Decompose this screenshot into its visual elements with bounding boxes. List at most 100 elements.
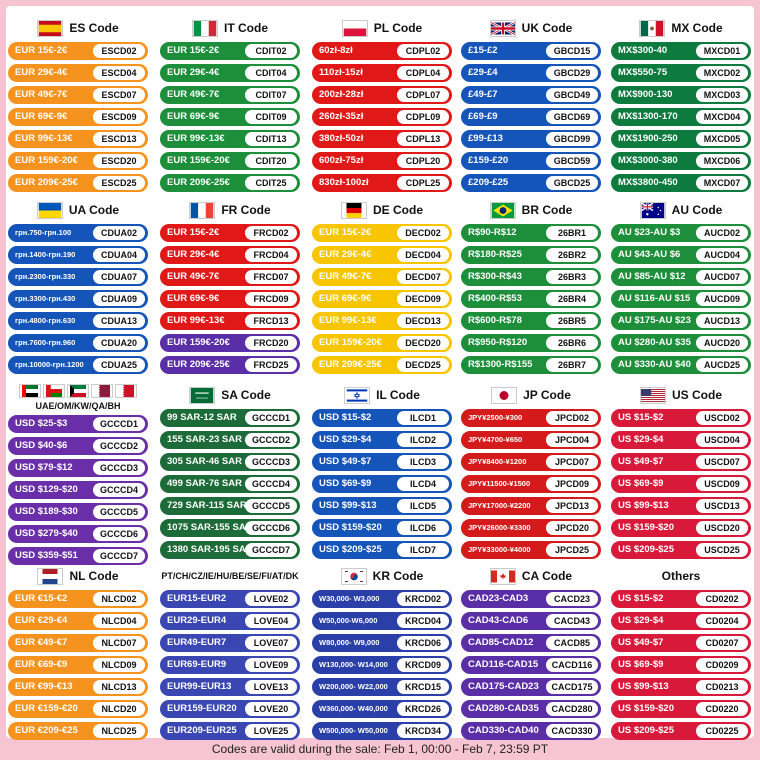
promo-code[interactable]: ESCD20 — [93, 154, 145, 168]
promo-code[interactable]: ILCD7 — [397, 543, 449, 557]
promo-code[interactable]: GBCD15 — [546, 44, 598, 58]
promo-code[interactable]: FRCD07 — [245, 270, 297, 284]
promo-code[interactable]: JPCD07 — [546, 455, 598, 469]
promo-code[interactable]: GBCD25 — [546, 176, 598, 190]
promo-code[interactable]: AUCD20 — [696, 336, 748, 350]
promo-code[interactable]: CDUA13 — [93, 314, 145, 328]
promo-code[interactable]: ILCD5 — [397, 499, 449, 513]
promo-code[interactable]: ESCD09 — [93, 110, 145, 124]
promo-code[interactable]: GCCCD1 — [93, 417, 145, 431]
promo-code[interactable]: CD0209 — [696, 658, 748, 672]
promo-code[interactable]: MXCD07 — [696, 176, 748, 190]
promo-code[interactable]: KRCD09 — [397, 658, 449, 672]
promo-code[interactable]: CD0213 — [696, 680, 748, 694]
promo-code[interactable]: GCCCD5 — [93, 505, 145, 519]
promo-code[interactable]: LOVE09 — [245, 658, 297, 672]
promo-code[interactable]: MXCD03 — [696, 88, 748, 102]
promo-code[interactable]: DECD20 — [397, 336, 449, 350]
promo-code[interactable]: KRCD15 — [397, 680, 449, 694]
promo-code[interactable]: CDPL13 — [397, 132, 449, 146]
promo-code[interactable]: CDPL20 — [397, 154, 449, 168]
promo-code[interactable]: CACD175 — [546, 680, 598, 694]
promo-code[interactable]: CDPL09 — [397, 110, 449, 124]
promo-code[interactable]: 26BR3 — [546, 270, 598, 284]
promo-code[interactable]: FRCD09 — [245, 292, 297, 306]
promo-code[interactable]: GBCD59 — [546, 154, 598, 168]
promo-code[interactable]: GCCCD6 — [93, 527, 145, 541]
promo-code[interactable]: GBCD99 — [546, 132, 598, 146]
promo-code[interactable]: CD0204 — [696, 614, 748, 628]
promo-code[interactable]: NLCD09 — [93, 658, 145, 672]
promo-code[interactable]: NLCD20 — [93, 702, 145, 716]
promo-code[interactable]: FRCD13 — [245, 314, 297, 328]
promo-code[interactable]: FRCD25 — [245, 358, 297, 372]
promo-code[interactable]: MXCD06 — [696, 154, 748, 168]
promo-code[interactable]: GCCCD7 — [93, 549, 145, 563]
promo-code[interactable]: ESCD02 — [93, 44, 145, 58]
promo-code[interactable]: 26BR5 — [546, 314, 598, 328]
promo-code[interactable]: CDPL04 — [397, 66, 449, 80]
promo-code[interactable]: GCCCD6 — [245, 521, 297, 535]
promo-code[interactable]: GCCCD4 — [245, 477, 297, 491]
promo-code[interactable]: USCD09 — [696, 477, 748, 491]
promo-code[interactable]: CACD330 — [546, 724, 598, 738]
promo-code[interactable]: 26BR4 — [546, 292, 598, 306]
promo-code[interactable]: GCCCD7 — [245, 543, 297, 557]
promo-code[interactable]: DECD02 — [397, 226, 449, 240]
promo-code[interactable]: CDIT20 — [245, 154, 297, 168]
promo-code[interactable]: DECD04 — [397, 248, 449, 262]
promo-code[interactable]: NLCD07 — [93, 636, 145, 650]
promo-code[interactable]: CACD85 — [546, 636, 598, 650]
promo-code[interactable]: CD0220 — [696, 702, 748, 716]
promo-code[interactable]: USCD20 — [696, 521, 748, 535]
promo-code[interactable]: ILCD1 — [397, 411, 449, 425]
promo-code[interactable]: ILCD3 — [397, 455, 449, 469]
promo-code[interactable]: NLCD25 — [93, 724, 145, 738]
promo-code[interactable]: LOVE20 — [245, 702, 297, 716]
promo-code[interactable]: NLCD13 — [93, 680, 145, 694]
promo-code[interactable]: 26BR1 — [546, 226, 598, 240]
promo-code[interactable]: USCD02 — [696, 411, 748, 425]
promo-code[interactable]: MXCD01 — [696, 44, 748, 58]
promo-code[interactable]: GCCCD2 — [245, 433, 297, 447]
promo-code[interactable]: CACD280 — [546, 702, 598, 716]
promo-code[interactable]: CACD23 — [546, 592, 598, 606]
promo-code[interactable]: AUCD13 — [696, 314, 748, 328]
promo-code[interactable]: GCCCD5 — [245, 499, 297, 513]
promo-code[interactable]: AUCD02 — [696, 226, 748, 240]
promo-code[interactable]: JPCD02 — [546, 411, 598, 425]
promo-code[interactable]: ILCD4 — [397, 477, 449, 491]
promo-code[interactable]: JPCD04 — [546, 433, 598, 447]
promo-code[interactable]: AUCD07 — [696, 270, 748, 284]
promo-code[interactable]: CDPL25 — [397, 176, 449, 190]
promo-code[interactable]: ILCD2 — [397, 433, 449, 447]
promo-code[interactable]: 26BR2 — [546, 248, 598, 262]
promo-code[interactable]: LOVE13 — [245, 680, 297, 694]
promo-code[interactable]: GCCCD2 — [93, 439, 145, 453]
promo-code[interactable]: MXCD02 — [696, 66, 748, 80]
promo-code[interactable]: ESCD07 — [93, 88, 145, 102]
promo-code[interactable]: KRCD26 — [397, 702, 449, 716]
promo-code[interactable]: CDIT02 — [245, 44, 297, 58]
promo-code[interactable]: CDIT13 — [245, 132, 297, 146]
promo-code[interactable]: USCD25 — [696, 543, 748, 557]
promo-code[interactable]: AUCD25 — [696, 358, 748, 372]
promo-code[interactable]: KRCD34 — [397, 724, 449, 738]
promo-code[interactable]: CDUA09 — [93, 292, 145, 306]
promo-code[interactable]: MXCD05 — [696, 132, 748, 146]
promo-code[interactable]: KRCD02 — [397, 592, 449, 606]
promo-code[interactable]: GCCCD3 — [93, 461, 145, 475]
promo-code[interactable]: CACD43 — [546, 614, 598, 628]
promo-code[interactable]: CD0207 — [696, 636, 748, 650]
promo-code[interactable]: USCD04 — [696, 433, 748, 447]
promo-code[interactable]: KRCD06 — [397, 636, 449, 650]
promo-code[interactable]: USCD07 — [696, 455, 748, 469]
promo-code[interactable]: CD0202 — [696, 592, 748, 606]
promo-code[interactable]: DECD09 — [397, 292, 449, 306]
promo-code[interactable]: CDIT04 — [245, 66, 297, 80]
promo-code[interactable]: DECD13 — [397, 314, 449, 328]
promo-code[interactable]: CDUA04 — [93, 248, 145, 262]
promo-code[interactable]: MXCD04 — [696, 110, 748, 124]
promo-code[interactable]: KRCD04 — [397, 614, 449, 628]
promo-code[interactable]: FRCD04 — [245, 248, 297, 262]
